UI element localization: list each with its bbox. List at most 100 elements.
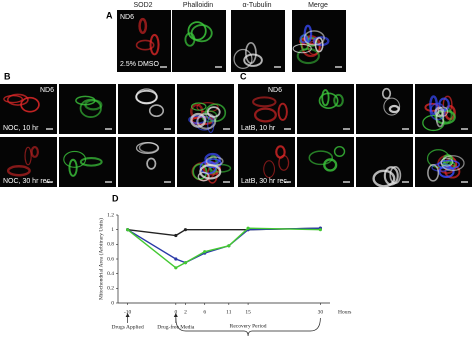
- cell-signal: [233, 48, 253, 70]
- panel-label: A: [106, 10, 113, 20]
- cell-signal: [312, 36, 330, 47]
- cell-signal: [323, 158, 338, 172]
- column-header: Phalloidin: [183, 2, 213, 9]
- cell-signal: [204, 152, 222, 166]
- x-tick-label: 11: [226, 309, 232, 315]
- panel-label: B: [4, 71, 11, 81]
- micrograph: [231, 10, 285, 72]
- cell-signal: [190, 102, 207, 111]
- cell-signal: [318, 92, 339, 110]
- annotation: Drugs Applied: [112, 324, 144, 330]
- cell-signal: [333, 145, 346, 157]
- cell-signal: [383, 97, 401, 116]
- panel-label: D: [112, 193, 119, 203]
- annotation: Drug-free Media: [157, 323, 195, 330]
- x-axis-label: Hours: [338, 309, 351, 315]
- cell-signal: [437, 159, 461, 170]
- cell-signal: [138, 142, 159, 154]
- data-point: [174, 266, 178, 270]
- data-point: [183, 228, 188, 232]
- cell-signal: [444, 164, 461, 179]
- data-point: [174, 233, 178, 238]
- y-axis-label: Mitochondrial Area (Arbitrary Units): [97, 218, 104, 300]
- cell-line-label: ND6: [268, 87, 282, 94]
- condition-label: NOC, 30 hr rec.: [3, 178, 52, 185]
- cell-signal: [381, 87, 392, 100]
- cell-signal: [243, 53, 263, 67]
- x-tick-label: 15: [245, 309, 251, 315]
- cell-signal: [427, 164, 440, 182]
- annotation: Recovery Period: [230, 323, 267, 329]
- cell-signal: [3, 94, 24, 104]
- y-tick-label: 0.6: [107, 256, 114, 262]
- micrograph: [59, 137, 116, 187]
- cell-signal: [30, 146, 39, 158]
- arrow-head: [173, 313, 178, 317]
- cell-signal: [197, 171, 210, 182]
- column-header: α-Tubulin: [242, 2, 271, 9]
- cell-signal: [6, 165, 31, 177]
- cell-signal: [292, 43, 312, 54]
- cell-signal: [253, 107, 277, 123]
- cell-signal: [135, 39, 155, 51]
- cell-signal: [199, 164, 222, 180]
- y-tick-label: 0.8: [107, 242, 114, 248]
- cell-signal: [308, 150, 334, 166]
- bracket: [175, 317, 321, 337]
- data-point: [227, 244, 231, 248]
- cell-signal: [6, 93, 29, 106]
- column-header: SOD2: [133, 2, 152, 9]
- x-tick-label: 0: [174, 309, 177, 315]
- cell-signal: [437, 106, 449, 117]
- y-tick-label: 0.2: [107, 286, 114, 292]
- data-point: [126, 228, 130, 232]
- cell-signal: [435, 109, 445, 128]
- cell-signal: [299, 34, 309, 44]
- cell-line-label: ND6: [40, 87, 54, 94]
- cell-signal: [138, 17, 148, 35]
- data-point: [203, 250, 207, 254]
- cell-signal: [372, 169, 396, 188]
- cell-signal: [190, 24, 213, 43]
- cell-signal: [389, 166, 402, 185]
- data-point: [183, 261, 188, 265]
- data-point: [174, 257, 178, 261]
- cell-signal: [196, 112, 217, 130]
- cell-signal: [296, 47, 320, 65]
- data-point: [318, 228, 322, 232]
- cell-signal: [333, 93, 344, 108]
- cell-line-label: ND6: [120, 14, 134, 21]
- cell-signal: [303, 30, 325, 46]
- cell-signal: [303, 24, 313, 44]
- cell-signal: [277, 102, 288, 121]
- condition-label: NOC, 10 hr: [3, 125, 39, 132]
- cell-signal: [24, 146, 32, 166]
- cell-signal: [190, 103, 204, 120]
- x-tick-label: -10: [124, 309, 132, 315]
- cell-signal: [190, 112, 207, 128]
- cell-signal: [429, 95, 439, 116]
- micrograph: [177, 84, 234, 134]
- cell-signal: [440, 157, 454, 167]
- micrograph: [297, 84, 354, 134]
- cell-signal: [252, 96, 277, 108]
- cell-signal: [135, 89, 158, 105]
- cell-signal: [321, 89, 330, 107]
- cell-signal: [275, 145, 286, 159]
- cell-signal: [263, 160, 275, 178]
- cell-signal: [148, 104, 165, 118]
- micrograph: [118, 84, 175, 134]
- x-tick-label: 6: [203, 309, 206, 315]
- data-point: [246, 226, 250, 230]
- cell-signal: [68, 158, 78, 177]
- micrograph: [0, 84, 57, 134]
- y-tick-label: 1: [111, 227, 114, 233]
- cell-signal: [79, 157, 103, 167]
- x-tick-label: 2: [184, 309, 187, 315]
- panel-label: C: [240, 71, 247, 81]
- condition-label: 2.5% DMSO: [120, 61, 159, 68]
- y-tick-label: 1.2: [107, 212, 114, 218]
- y-tick-label: 0.4: [107, 271, 114, 277]
- cell-signal: [149, 33, 160, 56]
